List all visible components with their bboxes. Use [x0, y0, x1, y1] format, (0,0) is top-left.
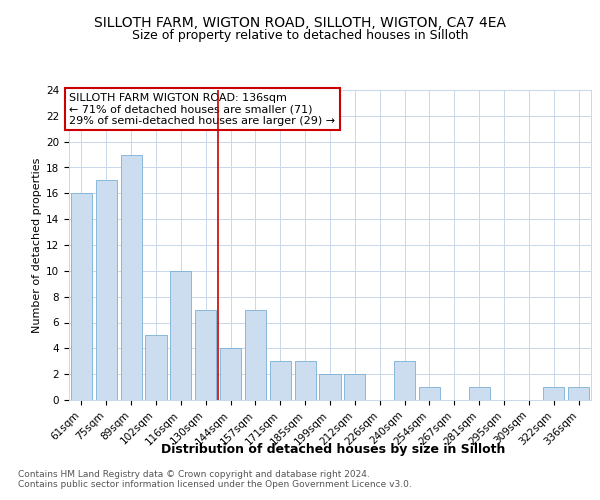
Bar	[121, 154, 142, 400]
Text: Size of property relative to detached houses in Silloth: Size of property relative to detached ho…	[132, 29, 468, 42]
Bar	[568, 387, 589, 400]
Bar	[419, 387, 440, 400]
Bar	[195, 310, 216, 400]
Bar	[543, 387, 564, 400]
Bar	[71, 194, 92, 400]
Bar	[270, 361, 291, 400]
Text: Contains HM Land Registry data © Crown copyright and database right 2024.
Contai: Contains HM Land Registry data © Crown c…	[18, 470, 412, 490]
Bar	[96, 180, 117, 400]
Bar	[319, 374, 341, 400]
Bar	[344, 374, 365, 400]
Bar	[245, 310, 266, 400]
Text: SILLOTH FARM, WIGTON ROAD, SILLOTH, WIGTON, CA7 4EA: SILLOTH FARM, WIGTON ROAD, SILLOTH, WIGT…	[94, 16, 506, 30]
Y-axis label: Number of detached properties: Number of detached properties	[32, 158, 42, 332]
Text: SILLOTH FARM WIGTON ROAD: 136sqm
← 71% of detached houses are smaller (71)
29% o: SILLOTH FARM WIGTON ROAD: 136sqm ← 71% o…	[69, 92, 335, 126]
Bar	[394, 361, 415, 400]
Bar	[145, 336, 167, 400]
Bar	[295, 361, 316, 400]
Text: Distribution of detached houses by size in Silloth: Distribution of detached houses by size …	[161, 442, 505, 456]
Bar	[220, 348, 241, 400]
Bar	[170, 271, 191, 400]
Bar	[469, 387, 490, 400]
